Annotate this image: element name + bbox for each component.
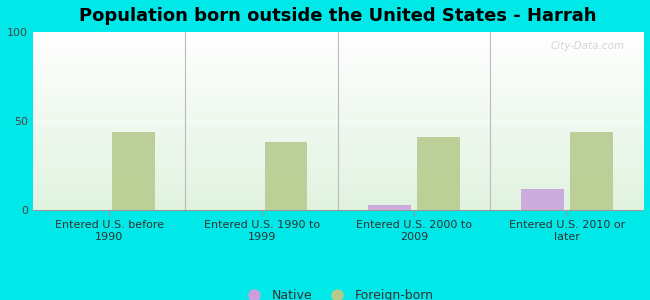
Bar xyxy=(369,205,411,210)
Bar xyxy=(417,137,460,210)
Bar xyxy=(265,142,307,210)
Title: Population born outside the United States - Harrah: Population born outside the United State… xyxy=(79,7,597,25)
Bar xyxy=(570,132,612,210)
Legend: Native, Foreign-born: Native, Foreign-born xyxy=(237,284,439,300)
Bar xyxy=(521,189,564,210)
Text: City-Data.com: City-Data.com xyxy=(551,41,625,51)
Bar xyxy=(112,132,155,210)
